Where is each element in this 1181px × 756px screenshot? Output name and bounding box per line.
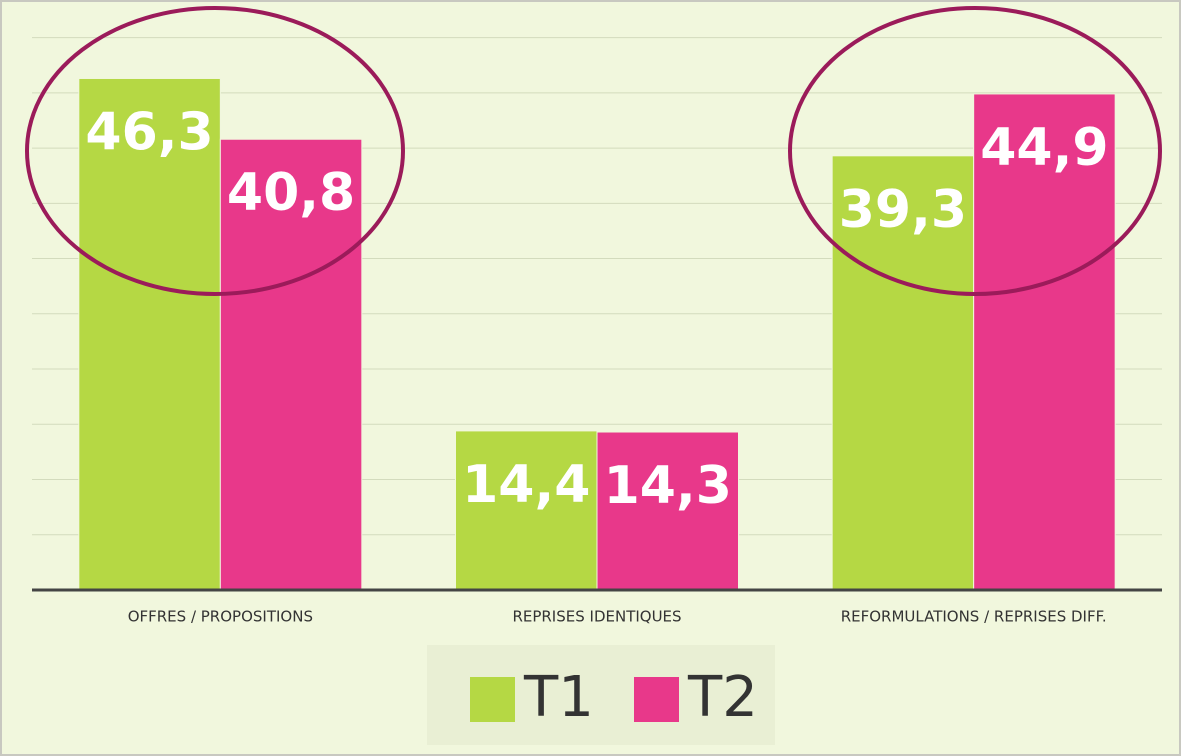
plot: OFFRES / PROPOSITIONS 46,340,8 REPRISES ID… — [32, 37, 1162, 626]
legend-label: T2 — [687, 665, 758, 730]
highlight-ellipse — [25, 6, 405, 296]
highlight-ellipse — [788, 6, 1162, 296]
bar — [78, 77, 221, 591]
bar — [455, 430, 598, 591]
legend-swatch — [470, 677, 515, 722]
bar — [831, 155, 975, 591]
value-label: 40,8 — [227, 163, 355, 223]
value-label: 46,3 — [85, 102, 213, 162]
x-tick-label: REPRISES IDENTIQUES — [512, 608, 681, 626]
value-label: 44,9 — [980, 118, 1108, 178]
legend-label: T1 — [523, 665, 594, 730]
legend: T1 T2 — [470, 665, 758, 730]
x-tick-label: OFFRES / PROPOSITIONS — [128, 608, 313, 626]
bar — [973, 93, 1116, 591]
bar — [219, 138, 363, 591]
x-tick-label: REFORMULATIONS / REPRISES DIFF. — [841, 608, 1107, 626]
legend-swatch — [634, 677, 679, 722]
value-label: 39,3 — [839, 180, 967, 240]
value-label: 14,3 — [604, 456, 732, 516]
value-label: 14,4 — [462, 455, 590, 515]
